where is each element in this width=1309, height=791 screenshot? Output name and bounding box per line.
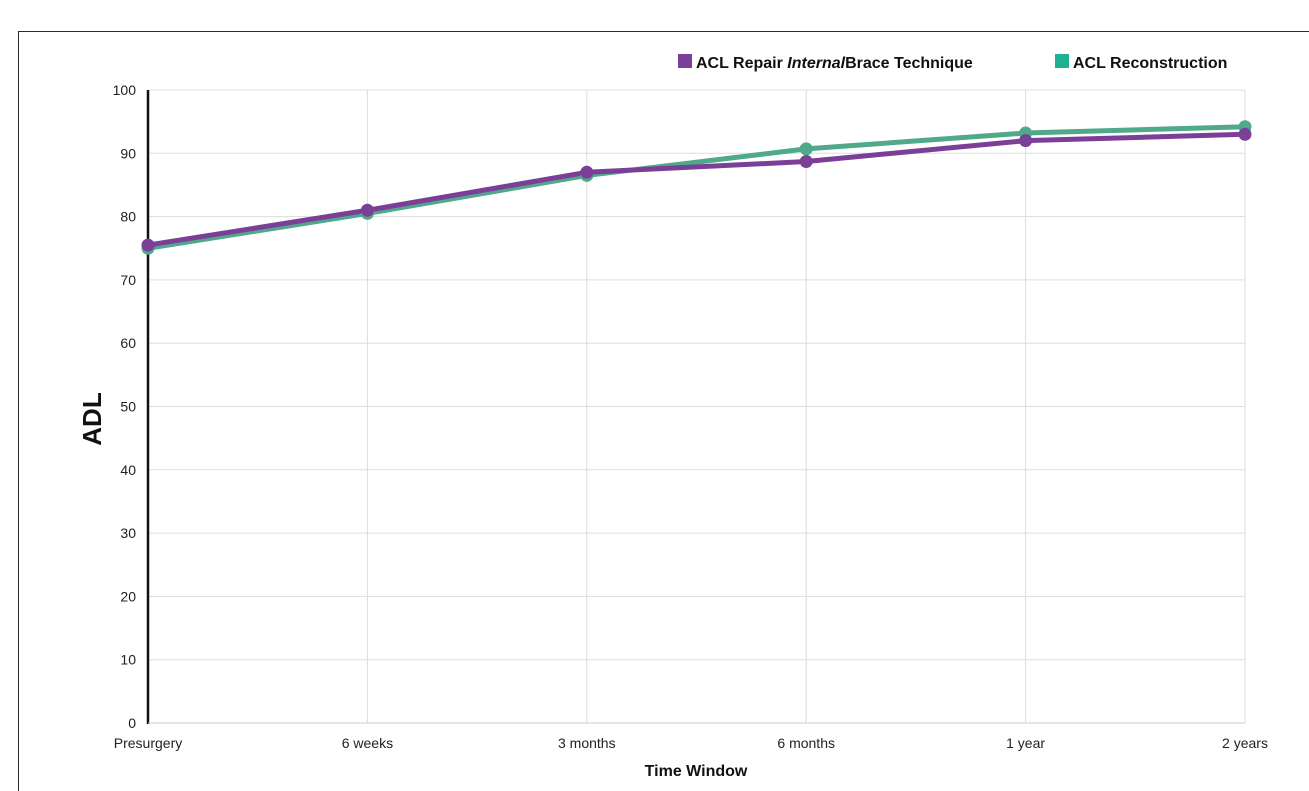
y-tick-label: 0 [128,715,136,731]
y-tick-label: 90 [120,145,136,161]
data-point [360,203,374,217]
legend-label-acl-reconstruction: ACL Reconstruction [1073,55,1227,72]
tick-labels: 0 10 20 30 40 50 60 70 80 90 100 Presurgery 6 weeks 3… [113,82,1268,751]
grid-lines [148,89,1246,723]
x-tick-label: Presurgery [114,735,182,751]
legend-label-part-italic: Internal [787,55,845,72]
data-point [1238,127,1252,141]
legend-swatch-acl-reconstruction [1055,54,1069,68]
legend-swatch-acl-repair [678,54,692,68]
x-tick-label: 1 year [1006,735,1045,751]
axes [146,90,1245,724]
y-tick-label: 20 [120,588,136,604]
x-tick-label: 6 weeks [342,735,393,751]
y-tick-label: 10 [120,652,136,668]
legend-label-part: ACL Repair [696,55,787,72]
x-axis-title: Time Window [645,763,748,778]
y-tick-label: 70 [120,272,136,288]
y-tick-label: 60 [120,335,136,351]
y-tick-label: 80 [120,209,136,225]
legend: ACL Repair InternalBrace Technique ACL R… [678,54,1227,72]
y-tick-label: 100 [113,82,137,98]
legend-label-acl-repair: ACL Repair InternalBrace Technique [696,55,973,72]
data-point [1019,134,1033,148]
series-line [145,131,1248,248]
data-point [141,238,155,252]
x-tick-label: 6 months [777,735,835,751]
x-tick-label: 2 years [1222,735,1268,751]
y-tick-label: 40 [120,462,136,478]
y-tick-label: 50 [120,399,136,415]
series-line [145,124,1248,251]
data-point [580,165,594,179]
chart-frame [18,31,1309,791]
y-axis-title: ADL [77,392,107,446]
data-point [799,155,813,169]
legend-label-part: Brace Technique [845,55,973,72]
x-tick-label: 3 months [558,735,616,751]
y-tick-label: 30 [120,525,136,541]
series-lines [141,120,1252,255]
legend-label-part: ACL Reconstruction [1073,55,1227,72]
data-point [799,142,813,156]
